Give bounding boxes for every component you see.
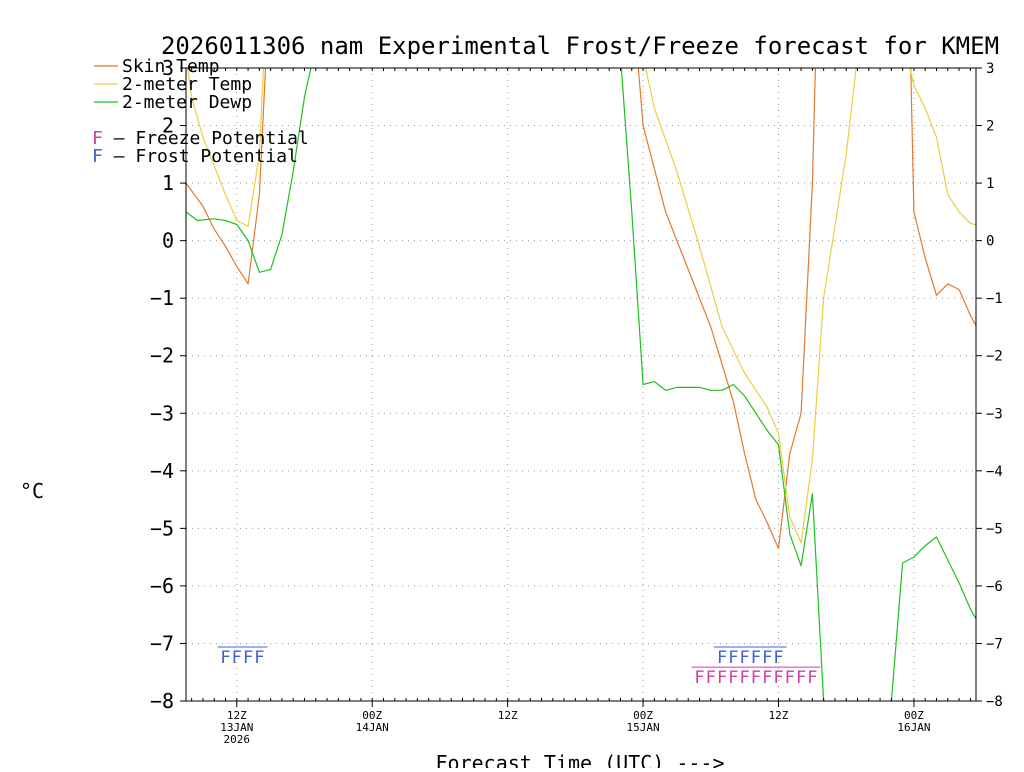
y-tick-label-left: −3 [150, 401, 174, 425]
legend-letter-label: F – Frost Potential [92, 146, 298, 167]
legend-letter-text: – Frost Potential [103, 146, 298, 167]
y-tick-label-right: 0 [986, 234, 994, 250]
legend-label: 2-meter Dewp [122, 92, 252, 113]
y-tick-label-right: −6 [986, 579, 1003, 595]
y-tick-label-right: −5 [986, 521, 1003, 537]
y-tick-label-right: 3 [986, 61, 994, 77]
frost-potential-marker: F [762, 648, 772, 668]
frost-potential-marker: F [728, 648, 738, 668]
y-tick-label-right: −7 [986, 636, 1003, 652]
y-axis-label: °C [20, 479, 44, 503]
x-tick-label: 12Z [498, 709, 518, 722]
freeze-potential-marker: F [694, 668, 704, 688]
freeze-potential-marker: F [807, 668, 817, 688]
y-tick-label-right: 1 [986, 176, 994, 192]
y-tick-label-right: −2 [986, 349, 1003, 365]
frost-potential-marker: F [717, 648, 727, 668]
x-tick-label: 12Z [769, 709, 789, 722]
frost-potential-marker: F [220, 648, 230, 668]
y-tick-label-left: −6 [150, 574, 174, 598]
frost-potential-marker: F [740, 648, 750, 668]
legend-letter: F [92, 146, 103, 167]
freeze-potential-marker: F [706, 668, 716, 688]
frost-potential-marker: F [243, 648, 253, 668]
x-tick-label: 16JAN [897, 721, 930, 734]
y-tick-label-right: −1 [986, 291, 1003, 307]
x-axis-label: Forecast Time (UTC) ---> [436, 751, 725, 768]
y-tick-label-left: −1 [150, 286, 174, 310]
freeze-potential-marker: F [740, 668, 750, 688]
x-tick-label: 2026 [224, 733, 251, 746]
y-tick-label-right: 2 [986, 119, 994, 135]
x-tick-label: 14JAN [356, 721, 389, 734]
y-tick-label-left: −8 [150, 689, 174, 713]
y-tick-label-left: 0 [162, 229, 174, 253]
freeze-potential-marker: F [773, 668, 783, 688]
y-tick-label-right: −3 [986, 406, 1003, 422]
frost-potential-marker: F [254, 648, 264, 668]
y-tick-label-left: 1 [162, 171, 174, 195]
freeze-potential-marker: F [728, 668, 738, 688]
freeze-potential-marker: F [785, 668, 795, 688]
frost-potential-marker: F [751, 648, 761, 668]
y-tick-label-left: −4 [150, 459, 174, 483]
frost-potential-marker: F [773, 648, 783, 668]
y-tick-label-left: −2 [150, 344, 174, 368]
y-tick-label-left: −5 [150, 516, 174, 540]
frost-potential-marker: F [232, 648, 242, 668]
y-tick-label-left: −7 [150, 631, 174, 655]
y-tick-label-right: −8 [986, 694, 1003, 710]
x-tick-label: 15JAN [627, 721, 660, 734]
freeze-potential-marker: F [751, 668, 761, 688]
chart-title: 2026011306 nam Experimental Frost/Freeze… [161, 32, 999, 60]
y-tick-label-right: −4 [986, 464, 1003, 480]
freeze-potential-marker: F [796, 668, 806, 688]
freeze-potential-marker: F [717, 668, 727, 688]
freeze-potential-marker: F [762, 668, 772, 688]
